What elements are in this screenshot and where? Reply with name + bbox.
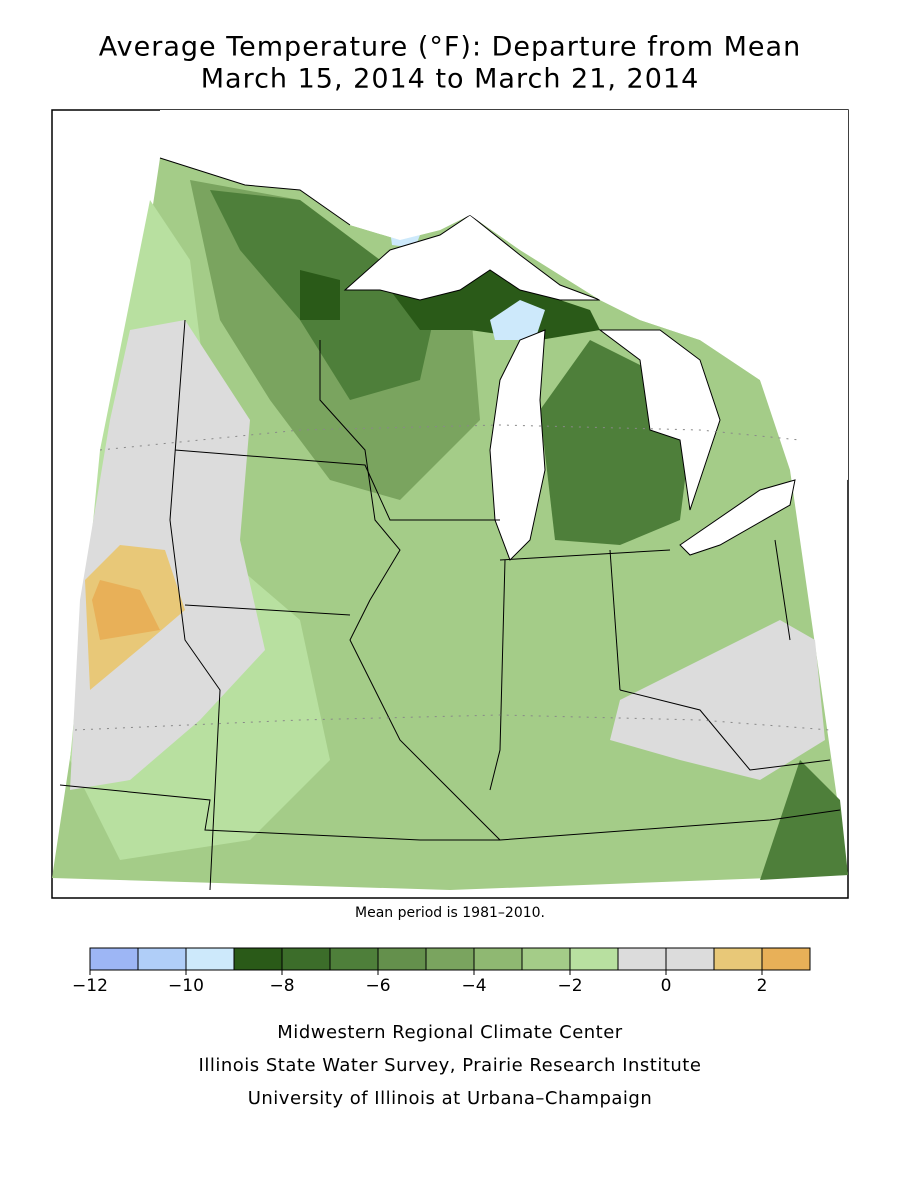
state-border xyxy=(59,784,841,841)
credit: University of Illinois at Urbana–Champai… xyxy=(248,1088,653,1109)
state-border xyxy=(609,549,621,691)
state-border xyxy=(774,539,791,641)
legend-bin xyxy=(569,947,619,971)
lake-blue xyxy=(490,300,545,340)
state-border xyxy=(619,689,831,771)
state-border xyxy=(319,340,501,841)
legend-tick-label: −12 xyxy=(72,976,108,996)
legend-bin xyxy=(521,947,571,971)
legend-tick-label: −4 xyxy=(461,976,486,996)
legend-tick-label: −6 xyxy=(365,976,390,996)
legend-bin xyxy=(617,947,667,971)
graticule xyxy=(74,714,831,731)
legend-bin xyxy=(761,947,811,971)
state-border xyxy=(184,604,351,616)
map xyxy=(51,109,849,899)
state-border xyxy=(174,449,500,521)
credit: Illinois State Water Survey, Prairie Res… xyxy=(199,1055,702,1076)
legend: −12 −10 −8 −6 −4 −2 0 2 xyxy=(72,947,811,996)
region-neutral-east xyxy=(610,620,825,780)
lake-superior xyxy=(343,214,601,301)
legend-bin xyxy=(329,947,379,971)
legend-bin xyxy=(713,947,763,971)
legend-bin xyxy=(281,947,331,971)
region-neutral xyxy=(70,320,265,790)
legend-bin xyxy=(89,947,139,971)
legend-bin xyxy=(137,947,187,971)
region-se xyxy=(760,760,848,880)
region-warmer xyxy=(92,580,160,640)
subtitle: March 15, 2014 to March 21, 2014 xyxy=(201,64,700,95)
legend-bin xyxy=(425,947,475,971)
canada xyxy=(160,110,848,480)
state-border xyxy=(159,157,351,226)
lake-erie xyxy=(679,479,796,556)
legend-tick-label: −10 xyxy=(168,976,204,996)
lake-michigan xyxy=(489,329,546,561)
state-border xyxy=(169,319,221,891)
legend-bin xyxy=(185,947,235,971)
legend-tick-label: 2 xyxy=(757,976,768,996)
mean-period-note: Mean period is 1981–2010. xyxy=(355,905,545,921)
graticule xyxy=(99,424,801,451)
title: Average Temperature (°F): Departure from… xyxy=(99,32,801,63)
lake-huron xyxy=(598,329,721,511)
region-darker xyxy=(300,270,340,320)
legend-bin xyxy=(233,947,283,971)
state-border xyxy=(499,549,671,561)
state-border xyxy=(489,559,506,791)
legend-tick-label: −2 xyxy=(557,976,582,996)
legend-bin xyxy=(377,947,427,971)
legend-tick-label: −8 xyxy=(269,976,294,996)
legend-bin xyxy=(665,947,715,971)
legend-bin xyxy=(473,947,523,971)
legend-tick-label: 0 xyxy=(661,976,672,996)
credit: Midwestern Regional Climate Center xyxy=(277,1022,623,1043)
